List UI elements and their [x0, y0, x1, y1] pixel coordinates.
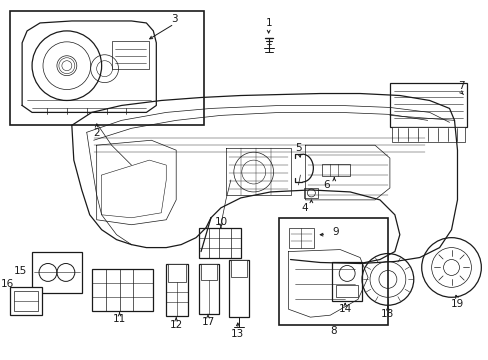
Bar: [199, 228, 240, 257]
Bar: [389, 82, 467, 127]
Text: 12: 12: [169, 320, 183, 330]
Text: 15: 15: [14, 266, 27, 276]
Text: 19: 19: [450, 299, 463, 309]
Bar: [304, 188, 318, 198]
Text: 17: 17: [201, 317, 214, 327]
Text: 4: 4: [301, 203, 307, 213]
Bar: [391, 127, 465, 142]
Bar: [111, 41, 149, 69]
Bar: [331, 261, 361, 301]
Bar: [228, 260, 248, 317]
Text: 7: 7: [457, 81, 464, 91]
Bar: [10, 11, 203, 125]
Bar: [199, 265, 219, 314]
Bar: [288, 228, 314, 248]
Text: 18: 18: [381, 309, 394, 319]
Bar: [10, 287, 42, 315]
Text: 16: 16: [0, 279, 14, 289]
Text: 3: 3: [170, 14, 177, 24]
Bar: [278, 218, 387, 325]
Bar: [322, 164, 349, 176]
Bar: [168, 265, 186, 282]
Text: 11: 11: [113, 314, 126, 324]
Bar: [201, 265, 217, 280]
Bar: [32, 252, 81, 293]
Text: 13: 13: [231, 329, 244, 339]
Text: 2: 2: [93, 128, 100, 138]
Bar: [166, 265, 188, 316]
Text: 6: 6: [322, 180, 329, 190]
Bar: [336, 285, 357, 297]
Text: 1: 1: [265, 18, 271, 28]
Bar: [230, 260, 246, 278]
Bar: [92, 269, 153, 311]
Text: 8: 8: [329, 326, 336, 336]
Text: 5: 5: [295, 143, 301, 153]
Text: 10: 10: [214, 217, 227, 227]
Text: 14: 14: [338, 304, 351, 314]
Text: 9: 9: [331, 227, 338, 237]
Bar: [14, 291, 38, 311]
